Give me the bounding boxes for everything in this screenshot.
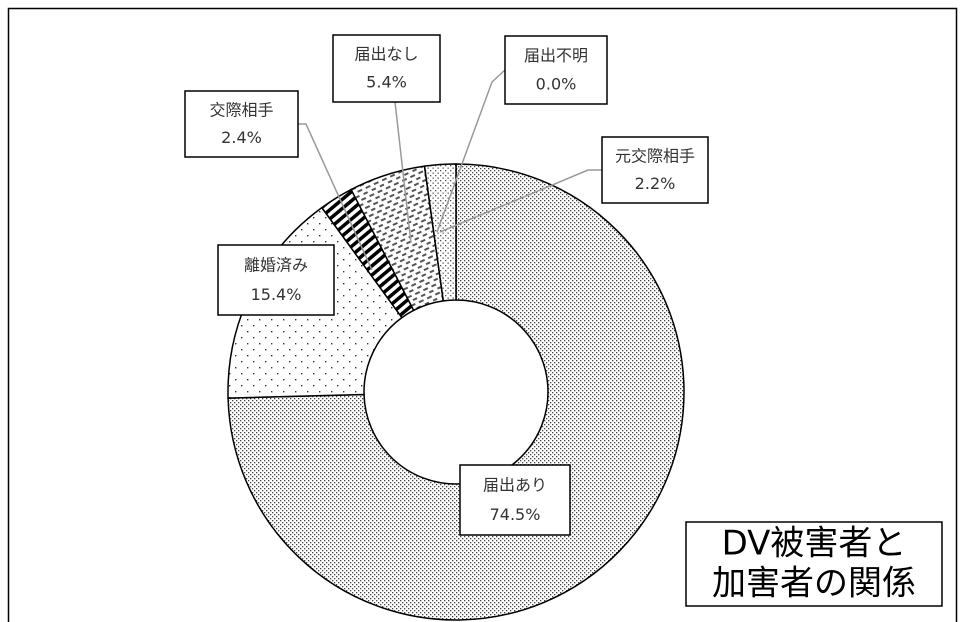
label-box [504,35,608,105]
value-label: 2.2% [635,174,676,193]
category-label: 離婚済み [244,256,308,275]
leader-line [298,123,373,271]
value-label: 15.4% [251,285,302,304]
category-label: 届出不明 [524,46,588,65]
label-box [184,90,299,158]
chart-title: 加害者の関係 [712,564,916,604]
value-label: 74.5% [490,505,541,524]
leader-line [394,101,412,244]
label-box [601,136,709,204]
label-box [459,464,571,536]
category-label: 元交際相手 [615,146,695,165]
label-box [217,244,335,316]
category-label: 届出なし [354,45,418,64]
leader-line [439,169,602,233]
value-label: 2.4% [221,128,262,147]
category-label: 交際相手 [209,100,273,119]
value-label: 5.4% [366,73,407,92]
labels: 届出あり 74.5% 離婚済み 15.4% 交際相手 2.4% 届出なし 5.4% 届出不明 0.… [184,34,709,536]
title-box [685,521,943,607]
category-label: 届出あり [483,476,547,495]
label-box [332,34,441,103]
chart-title: DV被害者と [722,524,907,564]
leader-line [436,69,506,233]
value-label: 0.0% [536,74,577,93]
